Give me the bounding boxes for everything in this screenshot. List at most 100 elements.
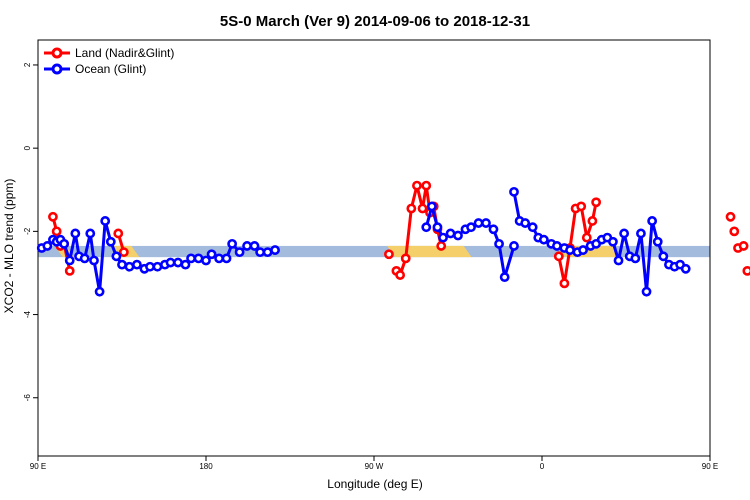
- plot-area: 2 0 -2 -4 -6 90 E 180 90 W 0 90 E: [23, 39, 750, 471]
- y-tick-label-2: -2: [23, 227, 32, 235]
- ocean-glint-point-1-8: [473, 218, 484, 228]
- land-span-2: [387, 245, 472, 258]
- ocean-glint-point-0-36: [255, 247, 266, 258]
- ocean-glint-point-0-25: [180, 259, 191, 270]
- ocean-glint-point-1-4: [445, 228, 456, 239]
- reference-band: [38, 245, 710, 258]
- y-tick-label-0: 2: [23, 62, 32, 67]
- ocean-glint-point-1-9: [481, 218, 491, 228]
- legend-ocean-marker: [51, 63, 63, 75]
- land-nadir-glint-point-3-10: [436, 241, 447, 251]
- ocean-glint-point-0-10: [85, 228, 96, 239]
- chart-title: 5S-0 March (Ver 9) 2014-09-06 to 2018-12…: [220, 13, 530, 30]
- ocean-glint-point-2-29: [680, 263, 691, 274]
- ocean-glint-point-0-15: [111, 251, 122, 262]
- ocean-glint-point-0-20: [145, 261, 155, 272]
- ocean-glint-point-2-3: [527, 222, 538, 233]
- land-nadir-glint-point-4-7: [591, 197, 602, 208]
- ocean-glint-point-0-21: [152, 261, 163, 272]
- ocean-glint-point-2-17: [613, 255, 624, 266]
- land-nadir-glint-point-1-1: [118, 247, 129, 258]
- ocean-glint-point-2-9: [565, 245, 575, 255]
- x-tick-label-4: 90 E: [702, 462, 718, 471]
- land-nadir-glint-point-5-0: [725, 211, 736, 222]
- ocean-glint-point-0-23: [165, 257, 176, 268]
- land-nadir-glint-point-3-5: [417, 203, 428, 214]
- ocean-glint-point-0-27: [193, 253, 204, 264]
- ocean-glint-point-2-11: [578, 245, 588, 255]
- x-tick-label-1: 180: [199, 462, 213, 471]
- ocean-glint-point-1-13: [509, 241, 519, 251]
- land-nadir-glint-point-4-5: [581, 232, 592, 243]
- ocean-glint-point-1-10: [488, 224, 499, 235]
- ocean-glint-point-1-0: [421, 222, 432, 233]
- land-nadir-glint-point-1-0: [113, 228, 124, 239]
- ocean-glint-point-0-7: [70, 228, 81, 239]
- ocean-glint-point-0-38: [270, 245, 280, 255]
- ocean-glint-point-2-22: [641, 286, 652, 297]
- land-nadir-glint-point-3-3: [406, 203, 417, 214]
- ocean-glint-point-0-37: [262, 247, 273, 258]
- ocean-glint-point-2-0: [509, 186, 519, 197]
- ocean-glint-point-1-1: [426, 201, 437, 212]
- ocean-glint-point-2-23: [647, 216, 658, 226]
- ocean-glint-point-2-16: [608, 236, 618, 247]
- land-nadir-glint-point-0-0: [48, 211, 58, 222]
- land-nadir-glint-point-3-6: [421, 180, 432, 191]
- x-tick-label-0: 90 E: [30, 462, 46, 471]
- land-nadir-glint-point-4-0: [553, 251, 564, 262]
- ocean-glint-point-2-25: [658, 251, 669, 262]
- ocean-glint-point-2-5: [538, 234, 549, 245]
- ocean-glint-point-2-18: [619, 228, 630, 239]
- y-tick-label-4: -6: [23, 394, 32, 402]
- legend-ocean-label: Ocean (Glint): [75, 62, 146, 76]
- ocean-glint-point-0-33: [234, 247, 245, 258]
- ocean-glint-point-0-28: [201, 255, 211, 266]
- ocean-glint-point-0-31: [221, 253, 232, 264]
- land-nadir-glint-point-0-1: [51, 226, 62, 237]
- ocean-glint-point-0-12: [94, 286, 105, 297]
- ocean-glint-point-0-30: [214, 253, 224, 264]
- land-nadir-glint-point-4-1: [559, 278, 570, 289]
- x-tick-label-2: 90 W: [365, 462, 384, 471]
- y-axis-label: XCO2 - MLO trend (ppm): [2, 179, 16, 314]
- ocean-glint-point-0-9: [79, 253, 90, 264]
- land-nadir-glint-point-4-4: [576, 201, 587, 212]
- ocean-glint-point-1-2: [432, 222, 443, 233]
- ocean-glint-point-0-1: [42, 241, 53, 251]
- ocean-glint-point-1-12: [499, 272, 510, 283]
- ocean-glint-point-0-17: [124, 261, 135, 272]
- land-nadir-glint-point-5-1: [729, 226, 740, 237]
- x-tick-label-3: 0: [540, 462, 545, 471]
- ocean-glint-point-0-32: [227, 238, 238, 249]
- ocean-glint-point-0-26: [186, 253, 196, 264]
- land-nadir-glint-point-3-4: [412, 180, 422, 191]
- x-axis-label: Longitude (deg E): [327, 477, 422, 491]
- ocean-glint-point-0-24: [173, 257, 183, 268]
- ocean-glint-point-0-18: [132, 259, 142, 270]
- land-nadir-glint-point-3-1: [395, 270, 406, 280]
- ocean-glint-point-2-2: [520, 218, 531, 228]
- y-tick-label-3: -4: [23, 310, 32, 318]
- ocean-glint-point-2-21: [636, 228, 646, 239]
- ocean-glint-point-0-5: [59, 238, 70, 249]
- legend-land-label: Land (Nadir&Glint): [75, 46, 174, 60]
- ocean-glint-point-1-3: [438, 232, 448, 243]
- land-nadir-glint-point-0-4: [64, 265, 75, 276]
- ocean-glint-point-1-5: [453, 230, 463, 241]
- ocean-glint-point-0-16: [117, 259, 127, 270]
- legend: Land (Nadir&Glint) Ocean (Glint): [44, 46, 174, 76]
- land-nadir-glint-point-3-2: [400, 253, 411, 264]
- land-nadir-glint-point-2-0: [384, 249, 394, 260]
- y-tick-label-1: 0: [23, 145, 32, 150]
- land-nadir-glint-point-5-3: [738, 241, 749, 251]
- ocean-glint-point-0-13: [100, 216, 111, 226]
- ocean-glint-point-0-11: [89, 255, 99, 266]
- land-nadir-glint-point-4-6: [587, 216, 598, 226]
- legend-land-marker: [51, 47, 63, 59]
- ocean-glint-point-0-29: [206, 249, 217, 260]
- ocean-glint-point-0-14: [105, 236, 116, 247]
- ocean-glint-point-1-11: [494, 238, 504, 249]
